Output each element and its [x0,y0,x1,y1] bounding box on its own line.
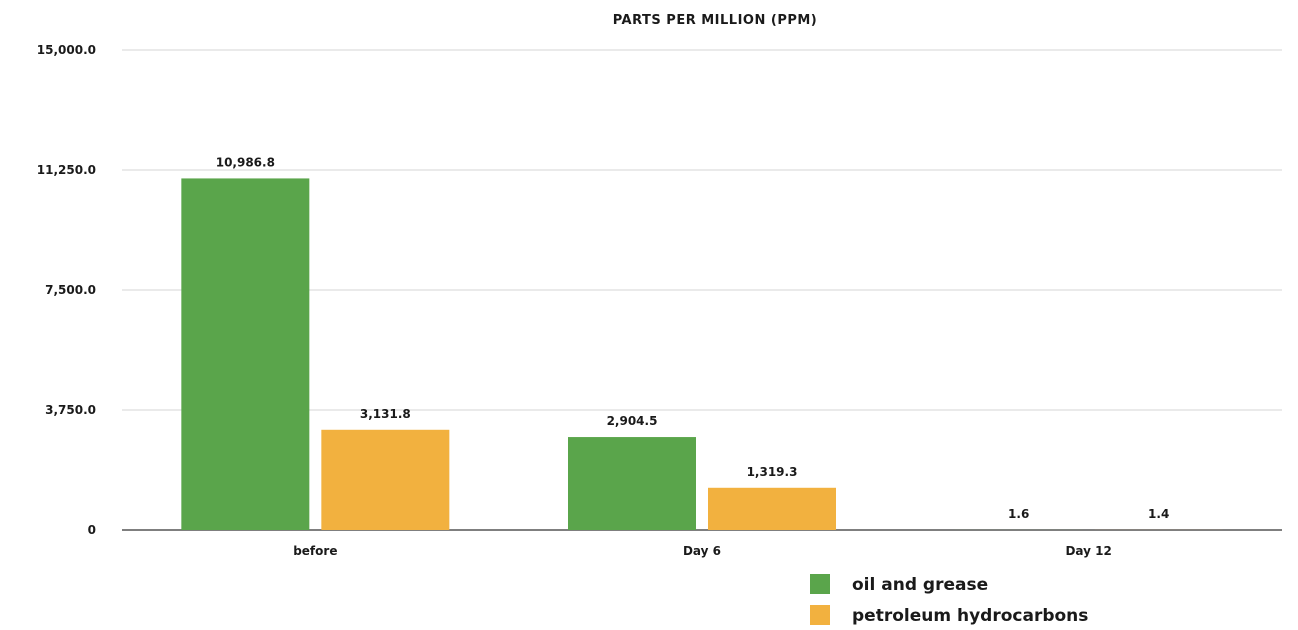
y-tick-label: 7,500.0 [45,283,96,297]
data-labels: 10,986.8 3,131.8 2,904.5 1,319.3 1.6 1.4 [216,155,1170,521]
y-tick-label: 15,000.0 [37,43,96,57]
x-axis-categories: before Day 6 Day 12 [293,544,1112,558]
data-label: 10,986.8 [216,155,275,169]
bar [568,437,696,530]
bar [708,487,836,530]
x-category-label: Day 12 [1065,544,1111,558]
data-label: 1.6 [1008,507,1029,521]
legend-swatch [810,574,830,594]
y-axis-ticks: 0 3,750.0 7,500.0 11,250.0 15,000.0 [37,43,96,537]
x-category-label: before [293,544,337,558]
y-tick-label: 0 [88,523,96,537]
gridlines [122,49,1282,531]
bar [321,429,450,530]
data-label: 1,319.3 [747,465,798,479]
legend-label: oil and grease [852,575,988,595]
legend-label: petroleum hydrocarbons [852,606,1088,626]
bar [181,178,310,530]
data-label: 1.4 [1148,507,1169,521]
y-tick-label: 3,750.0 [45,403,96,417]
y-tick-label: 11,250.0 [37,163,96,177]
data-label: 3,131.8 [360,407,411,421]
data-label: 2,904.5 [607,414,658,428]
legend: oil and grease petroleum hydrocarbons [810,574,1088,626]
legend-swatch [810,605,830,625]
x-category-label: Day 6 [683,544,721,558]
chart-title: PARTS PER MILLION (PPM) [613,13,818,28]
bars [181,178,1223,530]
